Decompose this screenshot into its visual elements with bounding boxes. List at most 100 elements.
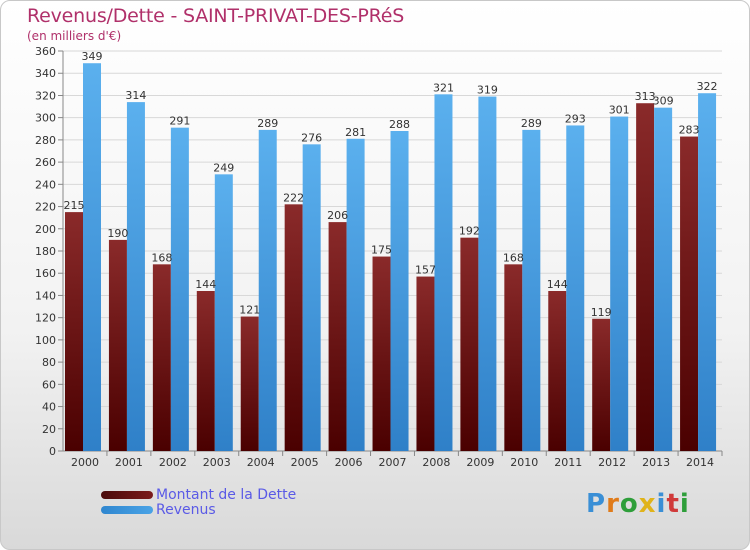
y-tick-label: 320: [35, 89, 56, 102]
y-tick-label: 260: [35, 156, 56, 169]
x-tick-label: 2002: [159, 456, 187, 469]
data-label-revenus: 249: [213, 161, 234, 174]
data-label-revenus: 281: [345, 126, 366, 139]
y-tick-label: 100: [35, 334, 56, 347]
logo-letter: x: [638, 489, 657, 519]
data-label-revenus: 301: [609, 104, 630, 117]
x-tick-label: 2004: [247, 456, 275, 469]
bar-revenus: [170, 127, 189, 452]
x-tick-label: 2013: [642, 456, 670, 469]
y-tick-label: 0: [49, 445, 56, 458]
bar-dette: [196, 291, 215, 451]
data-label-dette: 168: [151, 251, 172, 264]
bar-dette: [65, 212, 83, 451]
x-tick-label: 2001: [115, 456, 143, 469]
x-tick-label: 2009: [466, 456, 494, 469]
data-label-dette: 157: [415, 264, 436, 277]
logo-letter: r: [606, 489, 620, 519]
bar-revenus: [566, 125, 585, 451]
y-tick-label: 180: [35, 245, 56, 258]
bar-dette: [504, 264, 523, 451]
legend-label-dette: Montant de la Dette: [156, 487, 297, 503]
data-label-revenus: 289: [521, 117, 542, 130]
y-tick-label: 120: [35, 312, 56, 325]
bar-revenus: [478, 96, 497, 452]
bar-revenus: [610, 116, 629, 452]
legend-label-revenus: Revenus: [156, 502, 216, 518]
bar-dette: [108, 239, 127, 451]
data-label-dette: 192: [459, 225, 480, 238]
y-tick-label: 140: [35, 289, 56, 302]
data-label-dette: 144: [195, 278, 216, 291]
bar-dette: [372, 256, 391, 451]
data-label-revenus: 289: [257, 117, 278, 130]
data-label-revenus: 293: [565, 112, 586, 125]
bar-revenus: [346, 138, 365, 451]
data-label-dette: 222: [283, 191, 304, 204]
y-tick-label: 240: [35, 178, 56, 191]
bar-revenus: [302, 144, 321, 452]
bar-revenus: [698, 93, 717, 451]
chart-title: Revenus/Dette - SAINT-PRIVAT-DES-PRéS: [27, 5, 405, 27]
data-label-revenus: 309: [653, 95, 674, 108]
y-tick-label: 160: [35, 267, 56, 280]
x-tick-label: 2011: [554, 456, 582, 469]
y-tick-label: 280: [35, 134, 56, 147]
x-tick-label: 2010: [510, 456, 538, 469]
bar-revenus: [83, 63, 101, 451]
x-tick-label: 2014: [686, 456, 714, 469]
x-tick-label: 2006: [335, 456, 363, 469]
legend-swatch-dette: [101, 491, 153, 499]
chart-subtitle: (en milliers d'€): [27, 29, 122, 43]
logo-letter: o: [619, 489, 639, 519]
x-tick-label: 2003: [203, 456, 231, 469]
bar-revenus: [258, 129, 277, 451]
data-label-revenus: 349: [82, 50, 103, 63]
x-tick-label: 2008: [422, 456, 450, 469]
data-label-dette: 313: [635, 90, 656, 103]
bar-dette: [460, 237, 479, 451]
logo-letter: P: [586, 489, 607, 519]
bar-dette: [240, 316, 259, 451]
y-tick-label: 360: [35, 45, 56, 58]
data-label-revenus: 322: [697, 80, 718, 93]
bar-revenus: [214, 174, 233, 452]
x-tick-label: 2000: [71, 456, 99, 469]
bar-dette: [636, 103, 655, 451]
bar-dette: [152, 264, 171, 451]
y-tick-label: 80: [42, 356, 56, 369]
y-tick-label: 340: [35, 67, 56, 80]
data-label-dette: 190: [107, 227, 128, 240]
logo-letter: i: [679, 489, 690, 519]
bar-revenus: [522, 129, 541, 451]
y-tick-label: 200: [35, 223, 56, 236]
proxiti-logo: Proxiti: [586, 489, 690, 519]
bar-dette: [680, 136, 699, 452]
data-label-dette: 215: [64, 199, 85, 212]
bar-revenus: [654, 107, 673, 452]
data-label-dette: 119: [591, 306, 612, 319]
y-tick-label: 40: [42, 401, 56, 414]
data-label-revenus: 314: [125, 89, 146, 102]
data-label-dette: 144: [547, 278, 568, 291]
data-label-revenus: 319: [477, 84, 498, 97]
bar-dette: [416, 276, 435, 451]
data-label-dette: 206: [327, 209, 348, 222]
logo-letter: t: [666, 489, 680, 519]
data-label-dette: 121: [239, 304, 260, 317]
y-tick-label: 300: [35, 112, 56, 125]
x-tick-label: 2012: [598, 456, 626, 469]
bar-dette: [592, 318, 611, 451]
data-label-dette: 175: [371, 244, 392, 257]
y-tick-label: 220: [35, 201, 56, 214]
bar-revenus: [390, 131, 409, 451]
data-label-revenus: 321: [433, 81, 454, 94]
x-tick-label: 2007: [379, 456, 407, 469]
y-tick-label: 20: [42, 423, 56, 436]
data-label-dette: 283: [679, 124, 700, 137]
bar-revenus: [434, 94, 453, 451]
data-label-dette: 168: [503, 251, 524, 264]
bar-dette: [548, 291, 567, 451]
